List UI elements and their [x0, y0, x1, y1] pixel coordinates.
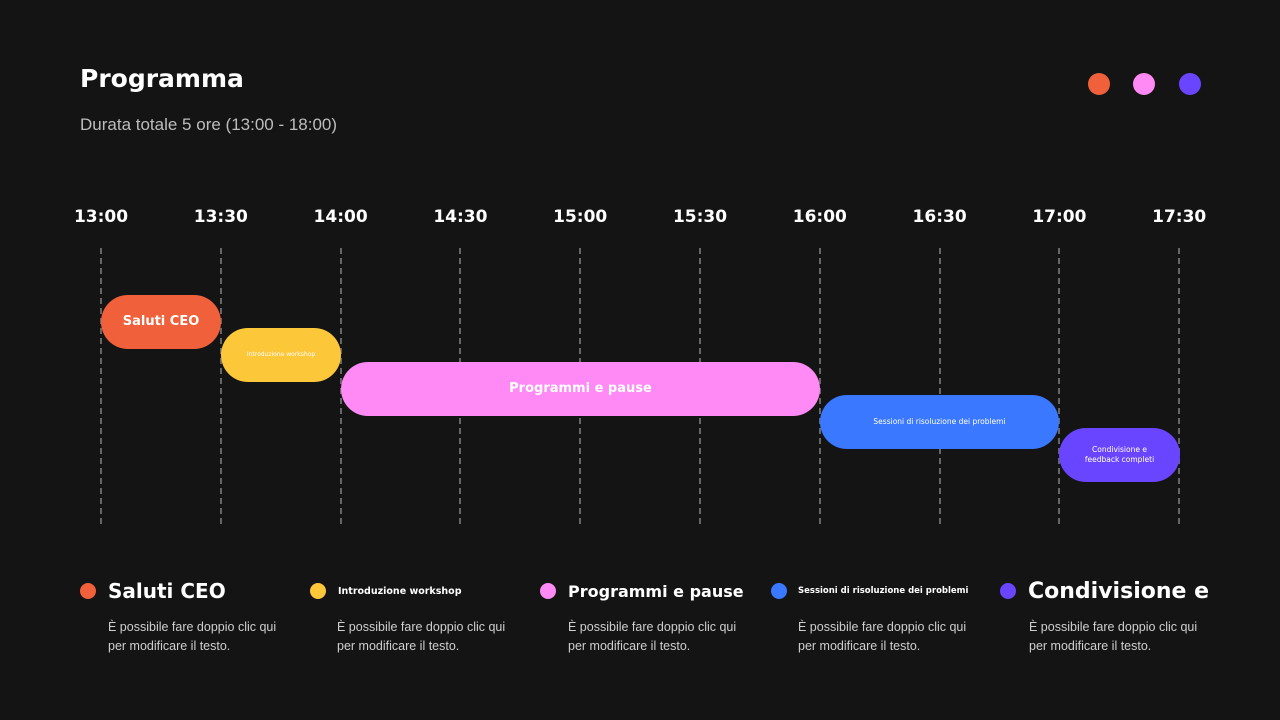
legend-description: È possibile fare doppio clic qui per mod… [1029, 620, 1198, 653]
time-label: 15:30 [672, 207, 728, 227]
time-label: 16:00 [792, 207, 847, 227]
legend-title: Programmi e pause [568, 581, 744, 601]
legend-description: È possibile fare doppio clic qui per mod… [337, 620, 506, 653]
grid-line [100, 248, 102, 524]
legend-title: Sessioni di risoluzione dei problemi [798, 586, 969, 596]
legend-dot [80, 583, 96, 599]
task-bar: Programmi e pause [341, 362, 820, 416]
time-label: 17:30 [1152, 207, 1207, 227]
deco-dot [1133, 73, 1155, 95]
title: Programma [80, 64, 244, 93]
legend-dot [540, 583, 556, 599]
legend-description: È possibile fare doppio clic qui per mod… [108, 620, 277, 653]
deco-dot [1179, 73, 1201, 95]
time-label: 13:30 [193, 207, 248, 227]
legend-title: Saluti CEO [108, 579, 226, 603]
legend-title: Condivisione e [1028, 578, 1210, 604]
task-bar: Introduzione workshop [221, 328, 341, 382]
time-label: 16:30 [912, 207, 967, 227]
legend-dot [1000, 583, 1016, 599]
legend-title: Introduzione workshop [338, 585, 462, 597]
grid-line [1178, 248, 1181, 524]
task-bar: Saluti CEO [101, 295, 221, 349]
task-bar: Sessioni di risoluzione dei problemi [820, 395, 1059, 449]
grid-line [1058, 248, 1061, 524]
time-label: 14:30 [433, 207, 488, 227]
time-label: 14:00 [313, 207, 368, 227]
time-label: 13:00 [73, 207, 129, 227]
grid-line [339, 248, 342, 524]
task-bar: Condivisione e feedback completi [1059, 428, 1180, 482]
time-label: 15:00 [553, 207, 608, 227]
grid-line [219, 248, 222, 524]
deco-dot [1088, 73, 1110, 95]
grid-line [938, 248, 941, 524]
subtitle: Durata totale 5 ore (13:00 - 18:00) [80, 115, 338, 134]
legend-description: È possibile fare doppio clic qui per mod… [568, 620, 737, 653]
legend-description: È possibile fare doppio clic qui per mod… [798, 620, 967, 653]
legend-dot [310, 583, 326, 599]
legend-dot [771, 583, 787, 599]
time-label: 17:00 [1032, 207, 1087, 227]
